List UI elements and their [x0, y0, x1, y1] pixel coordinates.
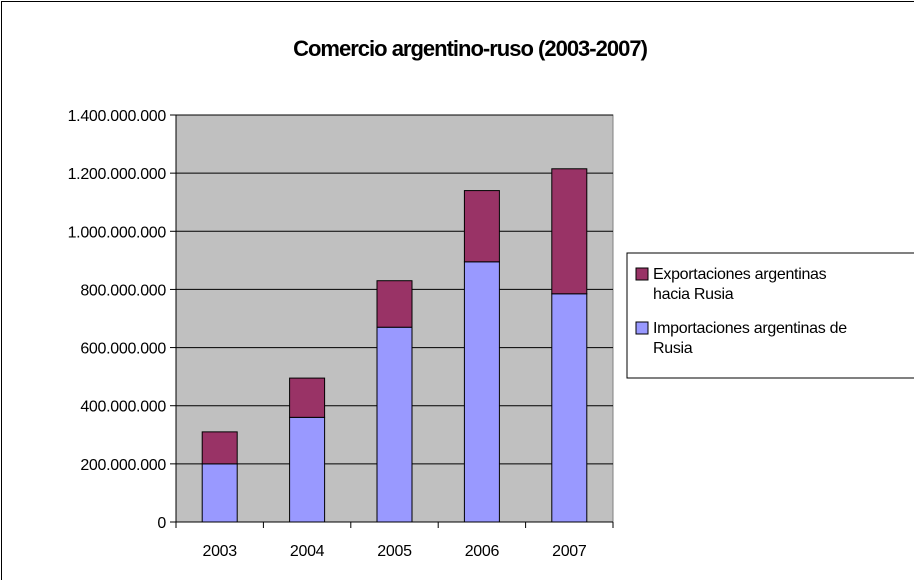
legend-label-line2: Rusia	[653, 340, 693, 357]
legend-label-line1: Exportaciones argentinas	[653, 266, 827, 283]
legend-swatch	[636, 322, 648, 334]
y-tick-label: 1.000.000.000	[68, 224, 167, 241]
bar-segment-importaciones-2003	[202, 464, 237, 522]
bar-segment-exportaciones-2007	[552, 169, 587, 294]
legend-label-line2: hacia Rusia	[653, 286, 734, 303]
y-tick-label: 0	[157, 515, 166, 532]
legend-label-line1: Importaciones argentinas de	[653, 320, 847, 337]
bar-segment-importaciones-2005	[377, 327, 412, 522]
chart-title: Comercio argentino-ruso (2003-2007)	[293, 36, 647, 61]
bar-segment-exportaciones-2005	[377, 281, 412, 328]
y-tick-label: 400.000.000	[80, 399, 166, 416]
legend: Exportaciones argentinas hacia Rusia Impor…	[627, 253, 914, 378]
x-tick-label: 2006	[465, 543, 500, 560]
bar-segment-exportaciones-2004	[290, 378, 325, 417]
bar-segment-exportaciones-2006	[464, 191, 499, 262]
x-tick-label: 2005	[377, 543, 412, 560]
bar-segment-exportaciones-2003	[202, 432, 237, 464]
y-tick-label: 600.000.000	[80, 341, 166, 358]
y-tick-label: 1.400.000.000	[68, 108, 167, 125]
y-tick-label: 800.000.000	[80, 282, 166, 299]
y-tick-label: 1.200.000.000	[68, 166, 167, 183]
x-tick-label: 2003	[202, 543, 237, 560]
x-tick-label: 2004	[290, 543, 325, 560]
y-tick-label: 200.000.000	[80, 457, 166, 474]
bar-segment-importaciones-2004	[290, 417, 325, 522]
x-tick-label: 2007	[552, 543, 587, 560]
legend-swatch	[636, 268, 648, 280]
bar-segment-importaciones-2007	[552, 294, 587, 522]
bar-segment-importaciones-2006	[464, 262, 499, 522]
